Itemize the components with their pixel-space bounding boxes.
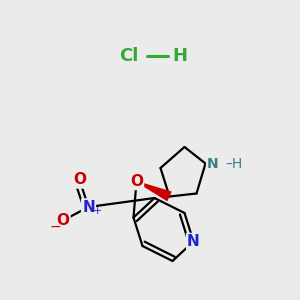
Polygon shape bbox=[136, 181, 172, 201]
Text: O: O bbox=[73, 172, 86, 188]
Text: Cl: Cl bbox=[119, 46, 139, 64]
Text: –H: –H bbox=[225, 157, 242, 170]
Text: H: H bbox=[172, 46, 188, 64]
Text: −: − bbox=[50, 220, 61, 233]
Text: O: O bbox=[56, 213, 70, 228]
Text: N: N bbox=[207, 157, 219, 170]
Text: O: O bbox=[130, 174, 143, 189]
Text: N: N bbox=[187, 234, 200, 249]
Text: +: + bbox=[93, 206, 102, 217]
Text: N: N bbox=[82, 200, 95, 214]
